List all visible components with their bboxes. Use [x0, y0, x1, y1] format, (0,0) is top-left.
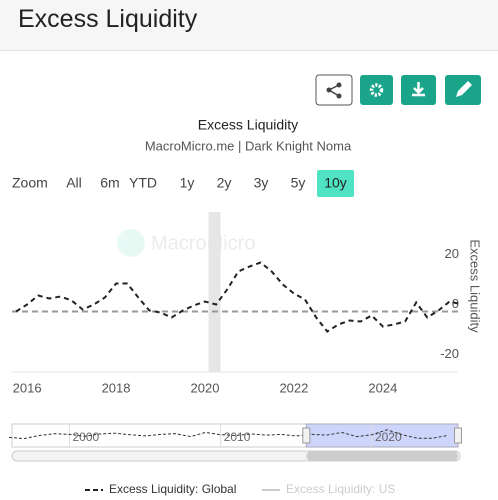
- chart-subtitle: MacroMicro.me | Dark Knight Noma: [145, 138, 352, 153]
- zoom-button-bg[interactable]: [317, 170, 354, 197]
- x-tick-label: 2018: [102, 380, 131, 395]
- zoom-button[interactable]: 10y: [324, 175, 347, 191]
- zoom-button[interactable]: 6m: [100, 175, 119, 191]
- settings-button[interactable]: [360, 75, 393, 105]
- shaded-band: [208, 212, 221, 372]
- legend-label[interactable]: Excess Liquidity: US: [286, 482, 395, 496]
- navigator-tick-label: 2020: [375, 430, 402, 444]
- x-tick-label: 2024: [368, 380, 397, 395]
- zoom-button[interactable]: 2y: [217, 175, 232, 191]
- zoom-button[interactable]: 1y: [180, 175, 195, 191]
- toolbar: [315, 74, 481, 106]
- x-tick-label: 2022: [279, 380, 308, 395]
- settings-icon: [369, 83, 384, 97]
- y-tick-label: -20: [440, 346, 459, 361]
- share-icon: [326, 82, 342, 99]
- watermark: MacroMicro: [117, 229, 255, 257]
- navigator-line: [8, 429, 448, 440]
- zoom-button[interactable]: YTD: [129, 175, 157, 191]
- navigator-tick-label: 2000: [72, 430, 99, 444]
- navigator-handle[interactable]: [302, 427, 311, 444]
- navigator-handle[interactable]: [454, 427, 462, 444]
- chart-title: Excess Liquidity: [198, 117, 298, 133]
- legend-label[interactable]: Excess Liquidity: Global: [109, 482, 236, 496]
- y-tick-label: 20: [445, 246, 459, 261]
- download-icon: [412, 82, 425, 97]
- zoom-button[interactable]: 3y: [254, 175, 269, 191]
- share-button[interactable]: [315, 74, 353, 106]
- page-title: Excess Liquidity: [18, 5, 198, 33]
- zoom-button[interactable]: All: [66, 175, 82, 191]
- x-tick-label: 2016: [13, 380, 42, 395]
- navigator-tick-label: 2010: [224, 430, 251, 444]
- zoom-button[interactable]: 5y: [291, 175, 306, 191]
- scrollbar-thumb[interactable]: [306, 451, 458, 461]
- chart: Excess Liquidity MacroMicro.me | Dark Kn…: [8, 74, 483, 496]
- y-axis-label: Excess Liquidity: [468, 239, 483, 333]
- x-tick-label: 2020: [191, 380, 220, 395]
- edit-icon: [456, 81, 472, 97]
- watermark-text: MacroMicro: [151, 232, 255, 254]
- zoom-label: Zoom: [12, 175, 48, 191]
- series-line: [15, 261, 459, 333]
- header-bar: Excess Liquidity: [0, 0, 498, 51]
